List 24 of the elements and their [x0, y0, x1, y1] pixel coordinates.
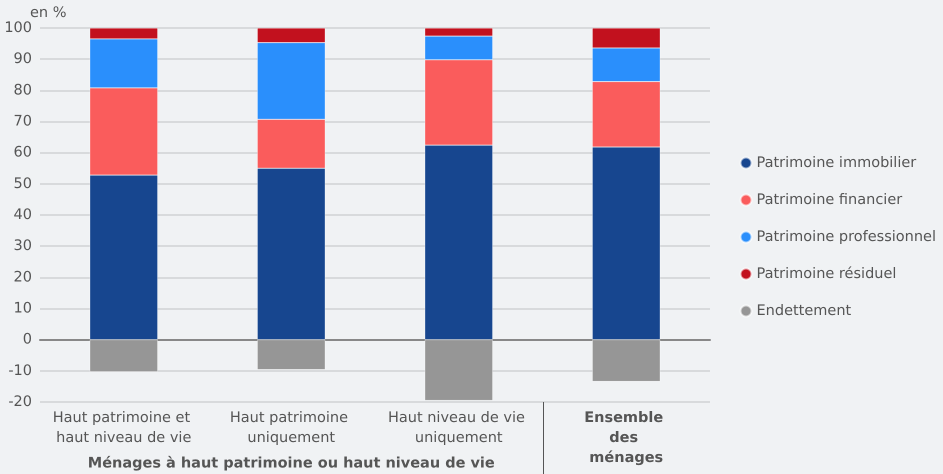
- y-axis-title: en %: [30, 5, 66, 22]
- legend-label: Patrimoine professionnel: [756, 229, 936, 245]
- y-tick-label: -10: [8, 362, 32, 379]
- y-tick-label: 20: [14, 269, 32, 286]
- y-tick-label: 50: [14, 176, 32, 192]
- legend-label: Endettement: [756, 303, 852, 319]
- y-tick-label: 40: [14, 207, 32, 223]
- x-tick-label: Ensemble des ménages: [584, 410, 668, 466]
- y-tick-label: 70: [14, 114, 32, 130]
- y-tick-label: 30: [14, 238, 32, 254]
- x-tick-label: Haut patrimoine uniquement: [230, 410, 353, 446]
- x-axis-title: Ménages à haut patrimoine ou haut niveau de vie: [88, 456, 495, 472]
- y-tick-label: 90: [14, 51, 32, 68]
- y-tick-label: 60: [14, 144, 32, 161]
- y-tick-label: -20: [8, 394, 32, 410]
- legend-label: Patrimoine financier: [756, 192, 902, 208]
- x-tick-label: Haut niveau de vie uniquement: [388, 410, 530, 446]
- legend-label: Patrimoine immobilier: [756, 155, 916, 171]
- legend-label: Patrimoine résiduel: [756, 266, 896, 282]
- y-tick-label: 100: [4, 20, 32, 36]
- x-tick-label: Haut patrimoine et haut niveau de vie: [52, 410, 195, 446]
- y-tick-label: 80: [14, 82, 32, 98]
- y-tick-label: 0: [22, 332, 32, 348]
- y-tick-label: 10: [14, 300, 32, 316]
